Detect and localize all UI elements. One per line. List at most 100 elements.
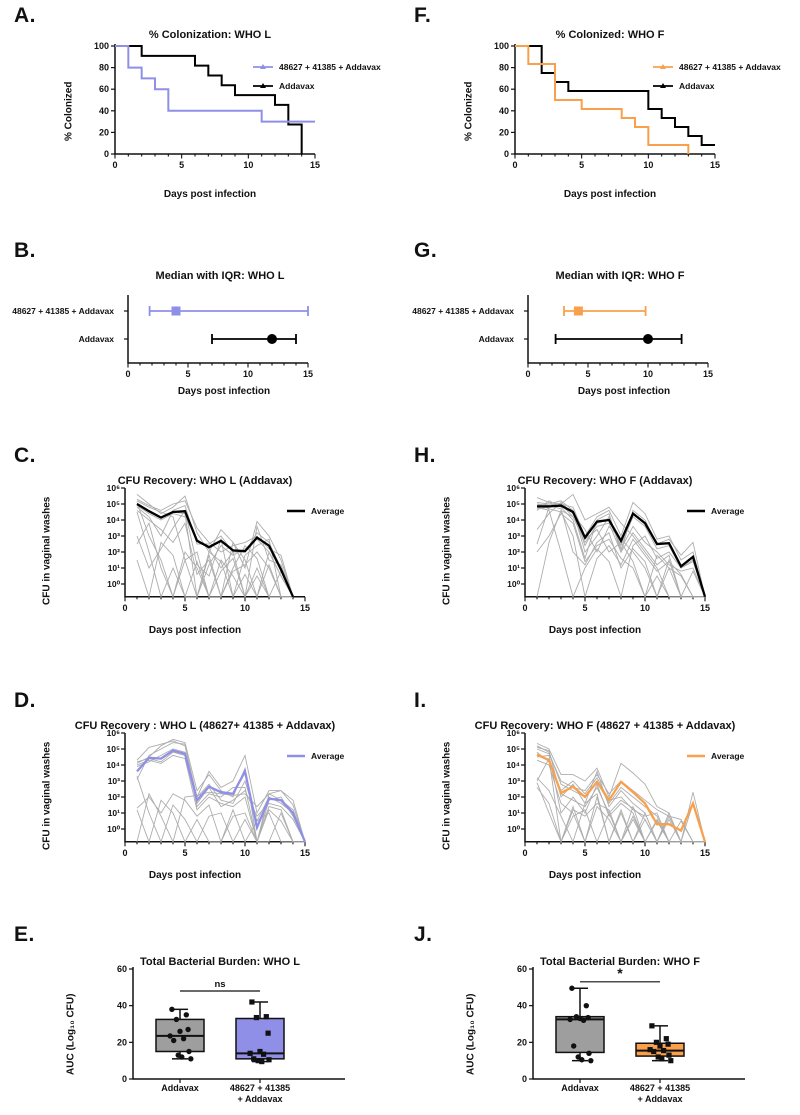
legend-entry: Average: [286, 506, 344, 516]
significance-label: ns: [214, 979, 225, 990]
svg-text:60: 60: [99, 84, 109, 94]
svg-text:100: 100: [494, 41, 509, 51]
individual-trace: [536, 777, 705, 844]
y-axis-label: % Colonized: [63, 81, 75, 141]
svg-text:10⁵: 10⁵: [107, 499, 120, 509]
data-point: [253, 1014, 259, 1021]
y-axis-label: % Colonized: [463, 81, 475, 141]
row-label-addavax: Addavax: [478, 334, 514, 344]
axes: [124, 733, 305, 843]
svg-text:5: 5: [585, 369, 590, 379]
chart-svg: 10⁰ 10¹ 10² 10³ 10⁴ 10⁵ 10⁶ 0 5 10 15: [506, 728, 710, 858]
legend-marker-line-icon: [287, 509, 305, 513]
legend-marker-line-icon: [653, 83, 673, 88]
median-iqr-chart-canvas: 0 5 10 15: [118, 289, 330, 406]
svg-text:10: 10: [640, 603, 650, 613]
data-point: [567, 1016, 573, 1023]
svg-text:10⁵: 10⁵: [107, 744, 120, 754]
box: [555, 1015, 605, 1054]
svg-text:15: 15: [300, 848, 310, 858]
median-marker: [171, 306, 181, 316]
svg-text:10⁶: 10⁶: [107, 483, 120, 493]
data-point: [251, 1056, 257, 1062]
svg-text:15: 15: [303, 369, 313, 379]
legend-entry: Addavax: [652, 81, 781, 91]
svg-text:10⁰: 10⁰: [507, 579, 520, 589]
legend-entry: 48627 + 41385 + Addavax: [252, 62, 381, 72]
chart-svg: 10⁰ 10¹ 10² 10³ 10⁴ 10⁵ 10⁶ 0 5 10 15: [506, 483, 710, 613]
svg-text:0: 0: [504, 149, 509, 159]
svg-text:10: 10: [240, 603, 250, 613]
data-point: [265, 1030, 271, 1036]
panel-E: E. Total Bacterial Burden: WHO L AUC (Lo…: [0, 915, 400, 1115]
data-point: [580, 1017, 587, 1024]
individual-trace: [136, 738, 306, 842]
panel-letter: C.: [14, 444, 36, 467]
svg-text:10¹: 10¹: [508, 808, 520, 818]
data-point: [588, 1057, 594, 1064]
svg-text:10⁶: 10⁶: [107, 728, 120, 738]
data-point: [186, 1048, 192, 1055]
row-label-addavax: Addavax: [78, 334, 114, 344]
x-axis-label: Days post infection: [577, 386, 671, 397]
svg-text:10: 10: [643, 369, 653, 379]
svg-text:0: 0: [522, 1074, 527, 1084]
average-line: [136, 749, 307, 843]
data-point: [261, 1051, 267, 1057]
individual-trace: [136, 541, 293, 599]
svg-text:10¹: 10¹: [108, 808, 120, 818]
svg-text:10: 10: [643, 160, 653, 170]
svg-text:0: 0: [512, 160, 517, 170]
individual-trace: [136, 500, 294, 599]
chart-title: Total Bacterial Burden: WHO F: [540, 956, 700, 968]
legend: Average: [286, 751, 344, 761]
data-point: [259, 1058, 265, 1065]
y-axis-label: AUC (Log₁₀ CFU): [65, 993, 77, 1075]
average-line: [136, 503, 295, 598]
svg-text:5: 5: [182, 603, 187, 613]
panel-I: I. CFU Recovery: WHO F (48627 + 41385 + …: [400, 675, 800, 915]
panel-letter: I.: [414, 689, 427, 712]
svg-text:15: 15: [700, 848, 710, 858]
svg-text:10²: 10²: [508, 547, 520, 557]
data-point: [657, 1043, 663, 1049]
x-axis-label: Days post infection: [563, 189, 657, 200]
panel-letter: D.: [14, 689, 36, 712]
x-axis-label: Days post infection: [548, 870, 642, 881]
median-marker: [643, 334, 653, 344]
individual-trace: [536, 503, 705, 599]
km-series: [115, 45, 303, 154]
panel-C: C. CFU Recovery: WHO L (Addavax) CFU in …: [0, 430, 400, 675]
data-point: [177, 1028, 183, 1035]
legend-label: Average: [711, 751, 745, 761]
svg-text:5: 5: [185, 369, 190, 379]
row-label-treatment: 48627 + 41385 + Addavax: [412, 306, 514, 316]
legend-entry: Average: [286, 751, 344, 761]
data-point: [179, 1054, 185, 1060]
individual-trace: [136, 510, 293, 599]
svg-text:10⁵: 10⁵: [507, 744, 520, 754]
data-point: [255, 1058, 261, 1064]
legend: 48627 + 41385 + Addavax Addavax: [652, 62, 781, 91]
svg-text:10⁰: 10⁰: [107, 579, 120, 589]
panel-letter: E.: [14, 923, 35, 946]
chart-title: CFU Recovery: WHO F (Addavax): [517, 475, 693, 487]
panel-letter: F.: [414, 4, 432, 27]
individual-trace: [136, 799, 305, 844]
legend-entry: 48627 + 41385 + Addavax: [652, 62, 781, 72]
individual-trace: [136, 740, 306, 842]
significance-label: *: [617, 965, 623, 981]
data-point: [668, 1058, 674, 1064]
data-point: [569, 985, 575, 991]
svg-text:0: 0: [522, 848, 527, 858]
individual-trace: [136, 790, 306, 844]
panel-letter: H.: [414, 444, 436, 467]
data-point: [665, 1041, 671, 1047]
panel-letter: B.: [14, 239, 36, 262]
individual-trace: [536, 501, 706, 597]
legend-label: Average: [711, 506, 745, 516]
svg-text:10⁴: 10⁴: [106, 760, 120, 770]
legend: Average: [686, 506, 744, 516]
svg-text:10³: 10³: [108, 531, 120, 541]
